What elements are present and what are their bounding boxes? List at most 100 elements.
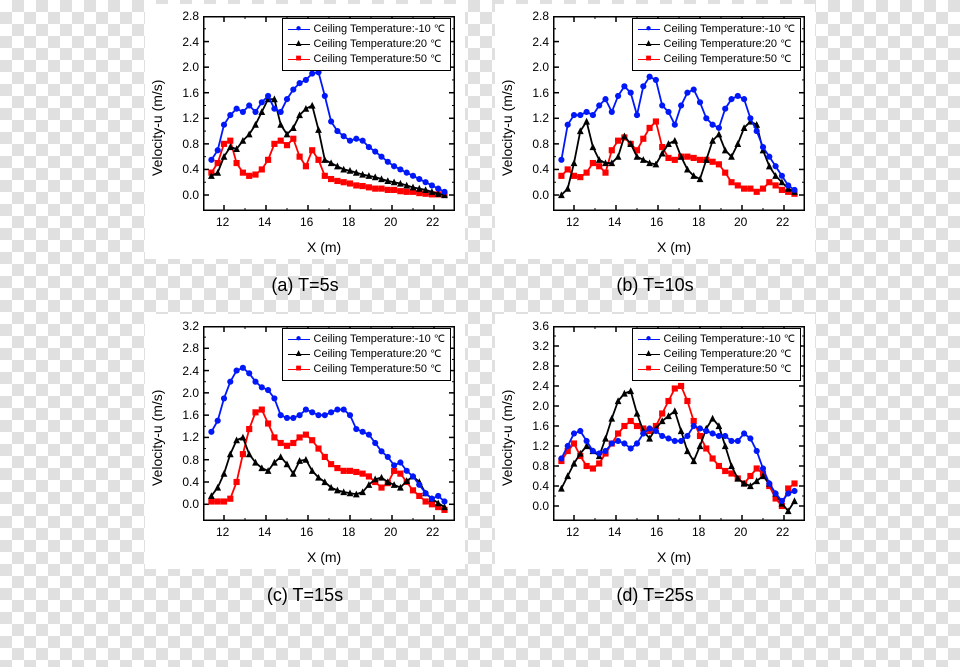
legend-label: Ceiling Temperature:-10 ℃: [664, 332, 795, 347]
ytick-label: 1.2: [182, 111, 199, 125]
ytick-label: 0.0: [532, 499, 549, 513]
legend-item: ■ Ceiling Temperature:50 ℃: [638, 362, 795, 377]
xtick-label: 18: [692, 215, 705, 229]
ytick-label: 0.8: [532, 137, 549, 151]
legend-item: ■ Ceiling Temperature:50 ℃: [288, 362, 445, 377]
ylabel: Velocity-u (m/s): [149, 79, 165, 175]
ytick-label: 0.0: [532, 188, 549, 202]
legend-label: Ceiling Temperature:50 ℃: [314, 362, 442, 377]
legend-swatch: ▲: [288, 39, 310, 49]
panel-a-canvas: Velocity-u (m/s)X (m)1214161820220.00.40…: [145, 4, 465, 259]
ylabel: Velocity-u (m/s): [499, 389, 515, 485]
legend-label: Ceiling Temperature:50 ℃: [664, 362, 792, 377]
legend-swatch: ●: [638, 24, 660, 34]
ytick-label: 2.4: [532, 35, 549, 49]
xtick-label: 16: [650, 525, 663, 539]
xtick-label: 18: [692, 525, 705, 539]
legend-swatch: ●: [288, 24, 310, 34]
ytick-label: 1.2: [532, 111, 549, 125]
panel-caption: (d) T=25s: [495, 585, 815, 606]
legend-item: ▲ Ceiling Temperature:20 ℃: [288, 37, 445, 52]
legend-label: Ceiling Temperature:-10 ℃: [664, 22, 795, 37]
panel-b: Velocity-u (m/s)X (m)1214161820220.00.40…: [495, 4, 815, 304]
xtick-label: 14: [258, 525, 271, 539]
ytick-label: 1.6: [532, 419, 549, 433]
ylabel: Velocity-u (m/s): [499, 79, 515, 175]
legend-item: ▲Ceiling Temperature:20 ℃: [288, 347, 445, 362]
legend-label: Ceiling Temperature:20 ℃: [314, 37, 442, 52]
ytick-label: 3.2: [182, 319, 199, 333]
legend-label: Ceiling Temperature:20 ℃: [664, 347, 792, 362]
ytick-label: 0.4: [532, 479, 549, 493]
ytick-label: 0.8: [532, 459, 549, 473]
ytick-label: 0.0: [182, 497, 199, 511]
ytick-label: 2.4: [182, 364, 199, 378]
legend-swatch: ●: [638, 334, 660, 344]
legend-item: ▲ Ceiling Temperature:20 ℃: [638, 347, 795, 362]
xtick-label: 22: [426, 525, 439, 539]
xlabel: X (m): [307, 549, 341, 565]
xlabel: X (m): [657, 549, 691, 565]
panel-b-canvas: Velocity-u (m/s)X (m)1214161820220.00.40…: [495, 4, 815, 259]
ytick-label: 3.2: [532, 339, 549, 353]
legend-swatch: ▲: [638, 349, 660, 359]
xtick-label: 16: [650, 215, 663, 229]
xtick-label: 20: [734, 525, 747, 539]
panel-caption: (b) T=10s: [495, 275, 815, 296]
xtick-label: 14: [608, 525, 621, 539]
xtick-label: 20: [734, 215, 747, 229]
legend-swatch: ■: [288, 54, 310, 64]
panel-a: Velocity-u (m/s)X (m)1214161820220.00.40…: [145, 4, 465, 304]
xtick-label: 12: [566, 215, 579, 229]
legend-item: ● Ceiling Temperature:-10 ℃: [638, 332, 795, 347]
legend-label: Ceiling Temperature:-10 ℃: [314, 22, 445, 37]
xtick-label: 12: [216, 215, 229, 229]
ytick-label: 2.0: [182, 386, 199, 400]
ytick-label: 1.2: [532, 439, 549, 453]
panel-caption: (a) T=5s: [145, 275, 465, 296]
panel-d: Velocity-u (m/s) X (m) 12 14 16 18 20 22 0.0 0.4 0…: [495, 314, 815, 614]
ytick-label: 1.6: [532, 86, 549, 100]
legend-swatch: ■: [288, 364, 310, 374]
xtick-label: 18: [342, 525, 355, 539]
legend-label: Ceiling Temperature:50 ℃: [664, 52, 792, 67]
ytick-label: 0.8: [182, 137, 199, 151]
ytick-label: 1.6: [182, 408, 199, 422]
ylabel: Velocity-u (m/s): [149, 389, 165, 485]
legend-item: ▲Ceiling Temperature:20 ℃: [638, 37, 795, 52]
xlabel: X (m): [657, 239, 691, 255]
ytick-label: 0.4: [182, 475, 199, 489]
xtick-label: 20: [384, 525, 397, 539]
ytick-label: 0.4: [182, 162, 199, 176]
ytick-label: 2.0: [182, 60, 199, 74]
ytick-label: 1.2: [182, 430, 199, 444]
legend-item: ■Ceiling Temperature:50 ℃: [288, 52, 445, 67]
legend-label: Ceiling Temperature:-10 ℃: [314, 332, 445, 347]
legend-swatch: ▲: [638, 39, 660, 49]
xtick-label: 12: [566, 525, 579, 539]
legend: ●Ceiling Temperature:-10 ℃▲Ceiling Tempe…: [632, 18, 801, 71]
panel-caption: (c) T=15s: [145, 585, 465, 606]
xtick-label: 20: [384, 215, 397, 229]
ytick-label: 0.0: [182, 188, 199, 202]
xtick-label: 16: [300, 215, 313, 229]
xlabel: X (m): [307, 239, 341, 255]
panel-c-canvas: Velocity-u (m/s)X (m)1214161820220.00.40…: [145, 314, 465, 569]
xtick-label: 22: [776, 215, 789, 229]
legend-swatch: ●: [288, 334, 310, 344]
xtick-label: 22: [776, 525, 789, 539]
legend: ●Ceiling Temperature:-10 ℃▲Ceiling Tempe…: [282, 328, 451, 381]
legend-item: ■Ceiling Temperature:50 ℃: [638, 52, 795, 67]
legend-swatch: ▲: [288, 349, 310, 359]
panels-grid: Velocity-u (m/s) X (m) 12 14 16 18 20 22 0.0 0.4 0…: [0, 0, 960, 614]
legend: ● Ceiling Temperature:-10 ℃ ▲ Ceiling Tempe…: [632, 328, 801, 381]
ytick-label: 0.4: [532, 162, 549, 176]
ytick-label: 1.6: [182, 86, 199, 100]
ytick-label: 2.0: [532, 399, 549, 413]
xtick-label: 16: [300, 525, 313, 539]
xtick-label: 14: [258, 215, 271, 229]
legend-swatch: ■: [638, 364, 660, 374]
legend-item: ● Ceiling Temperature:-10 ℃: [288, 332, 445, 347]
legend-item: ● Ceiling Temperature:-10 ℃: [638, 22, 795, 37]
ytick-label: 2.8: [182, 9, 199, 23]
